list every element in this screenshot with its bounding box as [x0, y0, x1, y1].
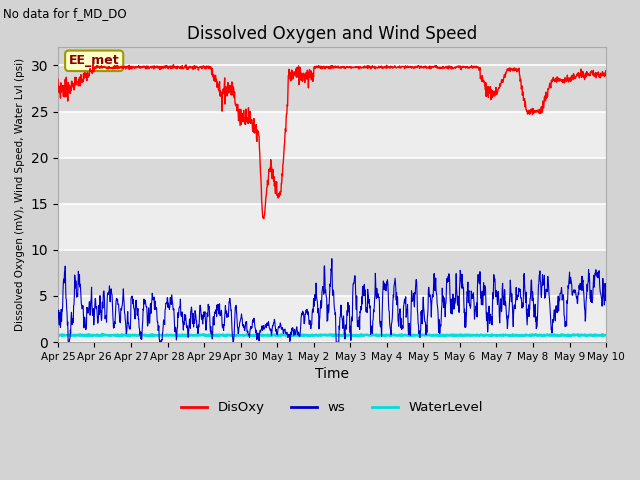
ws — [298, 312, 306, 318]
Text: No data for f_MD_DO: No data for f_MD_DO — [3, 7, 127, 20]
WaterLevel — [99, 331, 106, 337]
DisOxy — [299, 78, 307, 84]
Line: WaterLevel: WaterLevel — [58, 334, 606, 336]
DisOxy — [54, 76, 61, 82]
Bar — [58, 250, 606, 296]
Line: DisOxy: DisOxy — [58, 64, 606, 218]
DisOxy — [97, 65, 104, 71]
Bar — [58, 204, 606, 250]
Bar — [58, 296, 606, 342]
DisOxy — [308, 71, 316, 76]
DisOxy — [89, 61, 97, 67]
WaterLevel — [97, 332, 104, 338]
Legend: DisOxy, ws, WaterLevel: DisOxy, ws, WaterLevel — [175, 396, 489, 420]
ws — [367, 331, 374, 337]
ws — [287, 329, 294, 335]
Bar — [58, 157, 606, 204]
DisOxy — [260, 216, 268, 221]
ws — [119, 291, 127, 297]
DisOxy — [119, 66, 127, 72]
Text: EE_met: EE_met — [69, 54, 120, 67]
ws — [602, 292, 610, 298]
DisOxy — [602, 72, 610, 78]
ws — [64, 339, 72, 345]
Bar — [58, 111, 606, 157]
WaterLevel — [299, 333, 307, 338]
WaterLevel — [367, 332, 374, 338]
X-axis label: Time: Time — [315, 367, 349, 382]
Line: ws: ws — [58, 259, 606, 342]
WaterLevel — [308, 333, 316, 338]
WaterLevel — [54, 333, 61, 338]
Bar — [58, 65, 606, 111]
ws — [308, 312, 316, 317]
Y-axis label: Dissolved Oxygen (mV), Wind Speed, Water Lvl (psi): Dissolved Oxygen (mV), Wind Speed, Water… — [15, 58, 25, 331]
DisOxy — [367, 64, 374, 70]
ws — [54, 313, 61, 319]
DisOxy — [287, 72, 295, 78]
WaterLevel — [287, 332, 295, 337]
WaterLevel — [602, 332, 610, 338]
ws — [328, 256, 335, 262]
WaterLevel — [116, 333, 124, 339]
ws — [97, 307, 104, 313]
Title: Dissolved Oxygen and Wind Speed: Dissolved Oxygen and Wind Speed — [187, 24, 477, 43]
WaterLevel — [120, 332, 127, 338]
